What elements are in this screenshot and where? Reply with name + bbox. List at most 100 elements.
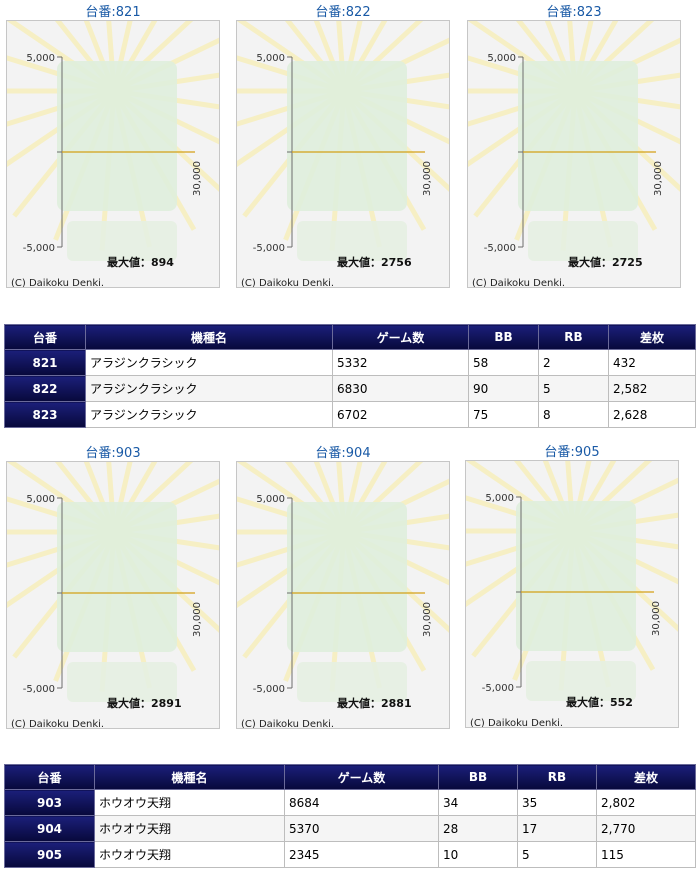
max-value-label: 最大値：894 [107, 255, 174, 269]
model-name-cell: アラジンクラシック [85, 349, 333, 376]
game-count-cell: 5332 [332, 349, 469, 376]
rb-cell: 5 [517, 841, 597, 868]
difference-cell: 115 [596, 841, 696, 868]
chart-background [468, 21, 680, 261]
max-value-label: 最大値：2891 [107, 696, 182, 710]
game-count-cell: 2345 [284, 841, 439, 868]
bb-cell: 58 [468, 349, 539, 376]
y-min-label: -5,000 [484, 243, 516, 254]
copyright-text: (C) Daikoku Denki. [241, 278, 334, 288]
chart-background [7, 462, 219, 702]
header-bb: BB [468, 324, 539, 350]
header-machine-number: 台番 [4, 324, 86, 350]
table-row: 823 アラジンクラシック 6702 75 8 2,628 [4, 401, 696, 428]
bb-cell: 75 [468, 401, 539, 428]
header-machine-number: 台番 [4, 764, 95, 790]
graph-title: 台番:903 [85, 446, 141, 461]
y-min-label: -5,000 [253, 243, 285, 254]
table-row: 821 アラジンクラシック 5332 58 2 432 [4, 349, 696, 376]
rb-cell: 5 [538, 375, 609, 402]
slump-graph: 5,000 -5,000 30,000 最大値：2756 (C) Daikoku Den… [236, 20, 450, 288]
machine-data-table: 台番 機種名 ゲーム数 BB RB 差枚 821 アラジンクラシック 5332 … [4, 324, 696, 428]
header-game-count: ゲーム数 [332, 324, 469, 350]
table-header-row: 台番 機種名 ゲーム数 BB RB 差枚 [4, 764, 696, 790]
table-row: 903 ホウオウ天翔 8684 34 35 2,802 [4, 789, 696, 816]
model-name-cell: アラジンクラシック [85, 375, 333, 402]
max-value-label: 最大値：552 [566, 695, 633, 709]
y-max-label: 5,000 [26, 494, 55, 505]
y-max-label: 5,000 [485, 493, 514, 504]
chart-background [466, 461, 678, 701]
x-max-label: 30,000 [192, 602, 203, 637]
difference-cell: 432 [608, 349, 696, 376]
x-max-label: 30,000 [651, 601, 662, 636]
chart-background [237, 462, 449, 702]
y-min-label: -5,000 [482, 683, 514, 694]
machine-data-table: 台番 機種名 ゲーム数 BB RB 差枚 903 ホウオウ天翔 8684 34 … [4, 764, 696, 868]
y-min-label: -5,000 [23, 243, 55, 254]
table-header-row: 台番 機種名 ゲーム数 BB RB 差枚 [4, 324, 696, 350]
game-count-cell: 5370 [284, 815, 439, 842]
y-min-label: -5,000 [253, 684, 285, 695]
game-count-cell: 6830 [332, 375, 469, 402]
rb-cell: 2 [538, 349, 609, 376]
machine-number-cell: 904 [4, 815, 95, 842]
header-difference: 差枚 [596, 764, 696, 790]
rb-cell: 8 [538, 401, 609, 428]
machine-number-cell: 905 [4, 841, 95, 868]
y-min-label: -5,000 [23, 684, 55, 695]
max-value-label: 最大値：2725 [568, 255, 643, 269]
graph-title: 台番:822 [315, 5, 371, 20]
slump-graph: 5,000 -5,000 30,000 最大値：2725 (C) Daikoku Den… [467, 20, 681, 288]
machine-number-cell: 903 [4, 789, 95, 816]
table-row: 822 アラジンクラシック 6830 90 5 2,582 [4, 375, 696, 402]
game-count-cell: 6702 [332, 401, 469, 428]
x-max-label: 30,000 [422, 602, 433, 637]
model-name-cell: ホウオウ天翔 [94, 815, 285, 842]
header-game-count: ゲーム数 [284, 764, 439, 790]
slump-graph: 5,000 -5,000 30,000 最大値：552 (C) Daikoku Denk… [465, 460, 679, 728]
machine-number-cell: 823 [4, 401, 86, 428]
model-name-cell: アラジンクラシック [85, 401, 333, 428]
table-row: 905 ホウオウ天翔 2345 10 5 115 [4, 841, 696, 868]
bb-cell: 28 [438, 815, 518, 842]
chart-background [237, 21, 449, 261]
y-max-label: 5,000 [256, 494, 285, 505]
difference-cell: 2,582 [608, 375, 696, 402]
copyright-text: (C) Daikoku Denki. [472, 278, 565, 288]
max-value-label: 最大値：2756 [337, 255, 412, 269]
bb-cell: 10 [438, 841, 518, 868]
header-rb: RB [517, 764, 597, 790]
graph-title: 台番:821 [85, 5, 141, 20]
difference-cell: 2,802 [596, 789, 696, 816]
copyright-text: (C) Daikoku Denki. [11, 278, 104, 288]
x-max-label: 30,000 [192, 161, 203, 196]
bb-cell: 34 [438, 789, 518, 816]
machine-number-cell: 821 [4, 349, 86, 376]
copyright-text: (C) Daikoku Denki. [470, 718, 563, 728]
chart-background [7, 21, 219, 261]
y-max-label: 5,000 [487, 53, 516, 64]
model-name-cell: ホウオウ天翔 [94, 789, 285, 816]
y-max-label: 5,000 [256, 53, 285, 64]
header-model-name: 機種名 [85, 324, 333, 350]
header-rb: RB [538, 324, 609, 350]
header-model-name: 機種名 [94, 764, 285, 790]
difference-cell: 2,770 [596, 815, 696, 842]
table-row: 904 ホウオウ天翔 5370 28 17 2,770 [4, 815, 696, 842]
graph-title: 台番:905 [544, 445, 600, 460]
copyright-text: (C) Daikoku Denki. [241, 719, 334, 729]
machine-number-cell: 822 [4, 375, 86, 402]
model-name-cell: ホウオウ天翔 [94, 841, 285, 868]
rb-cell: 17 [517, 815, 597, 842]
header-difference: 差枚 [608, 324, 696, 350]
x-max-label: 30,000 [422, 161, 433, 196]
graph-title: 台番:823 [546, 5, 602, 20]
x-max-label: 30,000 [653, 161, 664, 196]
header-bb: BB [438, 764, 518, 790]
game-count-cell: 8684 [284, 789, 439, 816]
slump-graph: 5,000 -5,000 30,000 最大値：2881 (C) Daikoku Den… [236, 461, 450, 729]
slump-graph: 5,000 -5,000 30,000 最大値：2891 (C) Daikoku Den… [6, 461, 220, 729]
graph-title: 台番:904 [315, 446, 371, 461]
rb-cell: 35 [517, 789, 597, 816]
